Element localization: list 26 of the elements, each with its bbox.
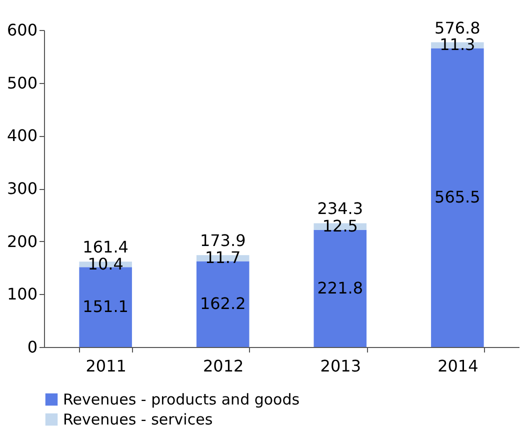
y-tick-label: 300 bbox=[6, 179, 38, 198]
total-label: 234.3 bbox=[317, 199, 364, 218]
data-label: 10.4 bbox=[88, 254, 124, 274]
total-label: 161.4 bbox=[82, 238, 128, 257]
data-label: 565.5 bbox=[434, 188, 480, 207]
legend-label: Revenues - products and goods bbox=[63, 390, 300, 408]
legend-label: Revenues - services bbox=[63, 410, 213, 428]
y-tick-label: 500 bbox=[6, 73, 38, 92]
y-tick-label: 100 bbox=[6, 284, 38, 304]
x-tick-label: 2011 bbox=[86, 356, 126, 376]
y-tick-label: 0 bbox=[27, 338, 38, 356]
x-tick-label: 2013 bbox=[320, 356, 361, 376]
total-label: 173.9 bbox=[200, 231, 246, 250]
data-label: 221.8 bbox=[317, 278, 364, 298]
y-tick-label: 600 bbox=[6, 20, 38, 40]
total-label: 576.8 bbox=[434, 18, 480, 38]
y-tick-label: 400 bbox=[6, 126, 38, 146]
y-tick-label: 200 bbox=[6, 232, 38, 251]
data-label: 11.7 bbox=[205, 248, 241, 268]
data-label: 12.5 bbox=[322, 216, 358, 236]
x-tick-label: 2014 bbox=[438, 356, 478, 376]
data-label: 11.3 bbox=[440, 35, 476, 54]
data-label: 162.2 bbox=[200, 294, 246, 314]
x-tick-label: 2012 bbox=[203, 356, 244, 376]
bar bbox=[196, 261, 250, 347]
data-label: 151.1 bbox=[82, 297, 128, 316]
